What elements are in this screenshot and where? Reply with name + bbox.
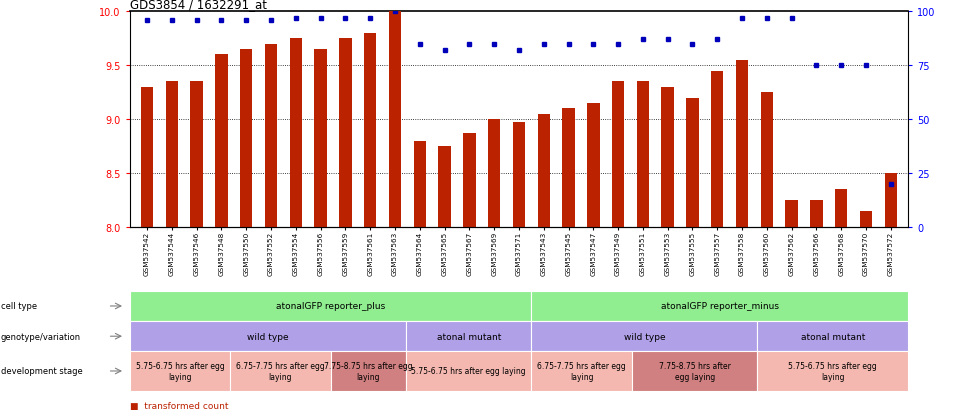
Text: 7.75-8.75 hrs after
egg laying: 7.75-8.75 hrs after egg laying	[659, 361, 730, 381]
Bar	[711, 71, 724, 227]
Bar	[661, 88, 674, 227]
Text: genotype/variation: genotype/variation	[1, 332, 81, 341]
Text: 6.75-7.75 hrs after egg
laying: 6.75-7.75 hrs after egg laying	[537, 361, 626, 381]
Bar	[339, 39, 352, 227]
Bar	[513, 123, 525, 227]
Bar	[537, 114, 550, 227]
Bar	[686, 98, 699, 227]
Text: 5.75-6.75 hrs after egg
laying: 5.75-6.75 hrs after egg laying	[136, 361, 224, 381]
Bar	[884, 173, 897, 227]
Bar	[364, 34, 377, 227]
Text: development stage: development stage	[1, 367, 83, 375]
Bar	[761, 93, 773, 227]
Bar	[810, 200, 823, 227]
Bar	[165, 82, 178, 227]
Bar	[289, 39, 302, 227]
Text: wild type: wild type	[247, 332, 288, 341]
Text: 6.75-7.75 hrs after egg
laying: 6.75-7.75 hrs after egg laying	[236, 361, 325, 381]
Bar	[736, 61, 749, 227]
Text: 5.75-6.75 hrs after egg
laying: 5.75-6.75 hrs after egg laying	[788, 361, 877, 381]
Bar	[785, 200, 798, 227]
Bar	[190, 82, 203, 227]
Bar	[215, 55, 228, 227]
Bar	[413, 141, 426, 227]
Bar	[314, 50, 327, 227]
Text: 5.75-6.75 hrs after egg laying: 5.75-6.75 hrs after egg laying	[411, 367, 526, 375]
Bar	[265, 45, 277, 227]
Text: wild type: wild type	[624, 332, 665, 341]
Bar	[240, 50, 253, 227]
Bar	[612, 82, 625, 227]
Bar	[438, 147, 451, 227]
Text: atonal mutant: atonal mutant	[801, 332, 865, 341]
Text: atonalGFP reporter_plus: atonalGFP reporter_plus	[276, 302, 385, 311]
Text: atonal mutant: atonal mutant	[436, 332, 501, 341]
Bar	[488, 120, 501, 227]
Text: ■  transformed count: ■ transformed count	[130, 401, 228, 410]
Bar	[562, 109, 575, 227]
Bar	[637, 82, 649, 227]
Bar	[860, 211, 873, 227]
Text: atonalGFP reporter_minus: atonalGFP reporter_minus	[661, 302, 778, 311]
Bar	[141, 88, 154, 227]
Bar	[463, 134, 476, 227]
Text: 7.75-8.75 hrs after egg
laying: 7.75-8.75 hrs after egg laying	[324, 361, 412, 381]
Text: GDS3854 / 1632291_at: GDS3854 / 1632291_at	[130, 0, 267, 11]
Text: cell type: cell type	[1, 302, 37, 311]
Bar	[389, 12, 401, 227]
Bar	[587, 104, 600, 227]
Bar	[835, 190, 848, 227]
